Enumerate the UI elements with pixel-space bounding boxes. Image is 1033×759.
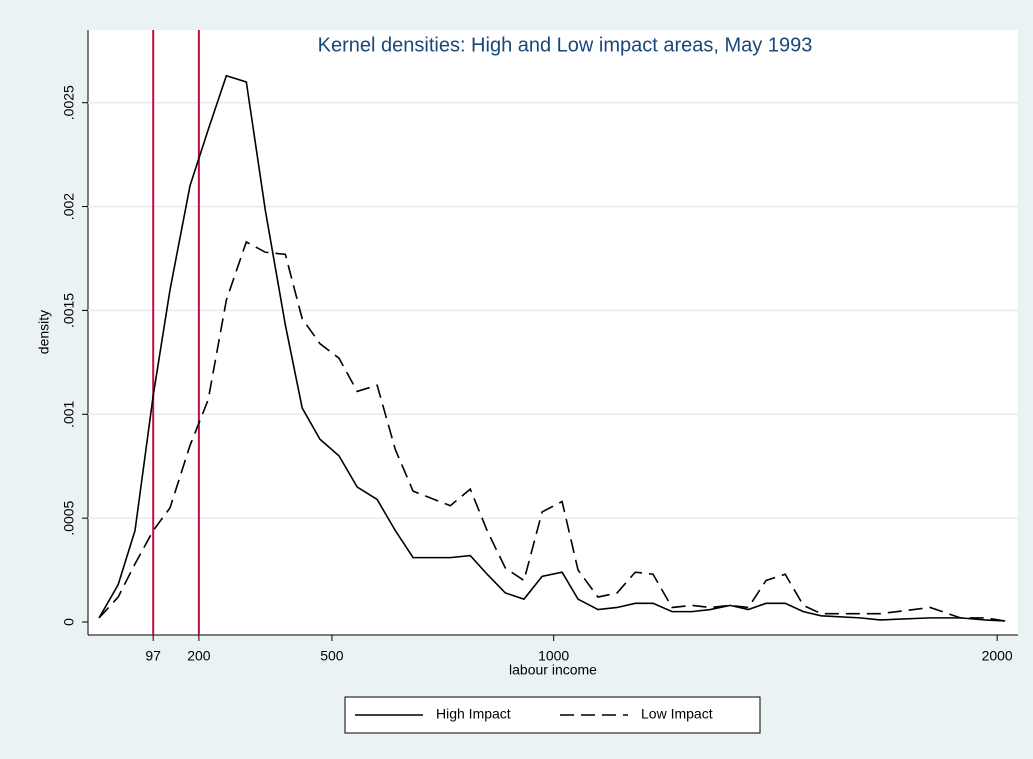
y-tick-label: .002 (61, 193, 77, 220)
x-tick-label: 97 (145, 648, 161, 664)
chart-title: Kernel densities: High and Low impact ar… (318, 34, 813, 56)
y-axis-label: density (36, 310, 52, 354)
x-tick-label: 500 (320, 648, 344, 664)
y-tick-label: .0025 (61, 85, 77, 120)
plot-area (88, 30, 1018, 635)
legend-label: High Impact (436, 706, 511, 722)
y-tick-label: .0005 (61, 500, 77, 535)
x-axis-label: labour income (509, 662, 597, 678)
legend-label: Low Impact (641, 706, 713, 722)
data-line (98, 74, 1006, 622)
y-tick-label: .001 (61, 400, 77, 427)
x-tick-label: 1000 (538, 648, 569, 664)
data-line (98, 240, 1006, 622)
y-tick-label: .0015 (61, 293, 77, 328)
y-tick-label: 0 (61, 618, 77, 626)
x-tick-label: 200 (187, 648, 211, 664)
x-tick-label: 2000 (982, 648, 1013, 664)
